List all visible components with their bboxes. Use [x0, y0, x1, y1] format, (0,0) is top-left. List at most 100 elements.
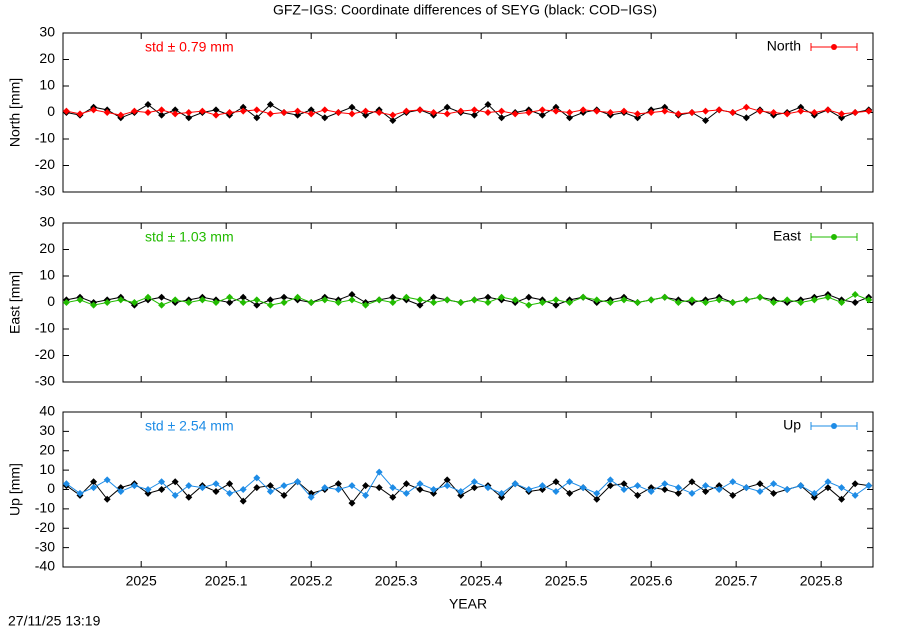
data-point	[266, 296, 274, 304]
x-tick-label: 2025.4	[460, 573, 503, 589]
data-point	[525, 109, 533, 116]
data-point	[321, 114, 329, 122]
data-point	[443, 103, 451, 111]
data-point	[498, 293, 506, 301]
data-point	[593, 296, 601, 304]
data-point	[457, 299, 465, 306]
data-point	[715, 482, 723, 490]
data-point	[702, 107, 710, 115]
data-point	[470, 478, 478, 486]
data-point	[593, 489, 601, 497]
data-point	[702, 487, 710, 495]
data-point	[606, 109, 614, 116]
data-point	[226, 293, 234, 301]
data-point	[294, 107, 302, 115]
data-point	[470, 484, 478, 492]
data-point	[307, 110, 315, 118]
x-tick-label: 2025.8	[800, 573, 843, 589]
data-point	[783, 296, 791, 304]
data-point	[253, 301, 261, 309]
data-point	[239, 107, 247, 115]
data-point	[498, 489, 506, 497]
data-point	[566, 299, 574, 306]
data-point	[729, 109, 737, 116]
data-point	[185, 114, 193, 122]
data-point	[661, 480, 669, 488]
data-point	[90, 478, 98, 486]
data-point	[566, 109, 574, 116]
data-point	[307, 299, 315, 306]
data-point	[239, 497, 247, 505]
data-point	[729, 491, 737, 499]
data-point	[348, 291, 356, 299]
y-tick-label: 0	[47, 480, 55, 496]
data-point	[212, 111, 220, 119]
data-point	[158, 478, 166, 486]
y-tick-label: 30	[39, 24, 55, 40]
y-axis-label: Up [mm]	[7, 463, 23, 516]
y-tick-label: 30	[39, 214, 55, 230]
data-point	[362, 482, 370, 490]
y-tick-label: 10	[39, 267, 55, 283]
data-point	[838, 484, 846, 492]
data-point	[838, 114, 846, 122]
data-point	[647, 109, 655, 116]
y-tick-label: -10	[35, 500, 55, 516]
y-tick-label: 0	[47, 103, 55, 119]
data-point	[538, 106, 546, 114]
data-point	[498, 107, 506, 115]
data-point	[130, 299, 138, 306]
data-point	[144, 101, 152, 109]
legend-marker	[831, 234, 837, 240]
data-point	[185, 109, 193, 116]
data-point	[566, 489, 574, 497]
data-point	[770, 109, 778, 116]
data-point	[239, 299, 247, 306]
data-point	[294, 111, 302, 119]
data-point	[688, 478, 696, 486]
plot-frame	[62, 222, 874, 383]
x-tick-label: 2025.1	[205, 573, 248, 589]
data-point	[226, 299, 234, 306]
data-point	[674, 489, 682, 497]
data-point	[253, 484, 261, 492]
y-tick-label: -20	[35, 519, 55, 535]
data-point	[742, 114, 750, 122]
data-point	[62, 299, 70, 306]
data-point	[280, 109, 288, 116]
data-point	[348, 296, 356, 304]
y-tick-label: -10	[35, 320, 55, 336]
data-point	[824, 478, 832, 486]
data-point	[756, 107, 764, 115]
data-point	[661, 293, 669, 301]
data-point	[416, 486, 424, 493]
data-point	[239, 103, 247, 111]
data-point	[266, 487, 274, 495]
data-point	[593, 495, 601, 503]
data-point	[470, 296, 478, 304]
data-point	[294, 293, 302, 301]
data-point	[674, 484, 682, 492]
data-point	[103, 476, 111, 484]
data-point	[470, 106, 478, 114]
data-point	[389, 111, 397, 119]
data-point	[620, 480, 628, 488]
data-point	[430, 293, 438, 301]
y-tick-label: -30	[35, 183, 55, 199]
data-point	[171, 478, 179, 486]
data-point	[266, 110, 274, 118]
timestamp: 27/11/25 13:19	[8, 613, 101, 629]
data-point	[389, 293, 397, 301]
data-point	[674, 110, 682, 118]
data-point	[321, 296, 329, 304]
data-point	[634, 110, 642, 118]
data-point	[321, 106, 329, 114]
data-point	[266, 482, 274, 490]
data-point	[715, 486, 723, 493]
data-point	[226, 109, 234, 116]
data-point	[498, 493, 506, 501]
std-annotation: std ± 0.79 mm	[145, 39, 234, 55]
data-point	[702, 299, 710, 306]
legend-label: East	[773, 228, 801, 244]
